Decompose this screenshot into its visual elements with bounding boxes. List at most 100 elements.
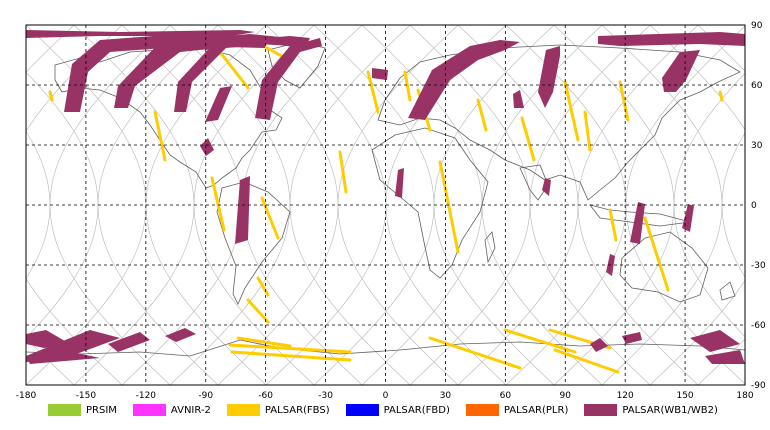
legend-item: PALSAR(FBS)	[226, 404, 330, 416]
coast-south-america	[216, 181, 291, 305]
x-tick-label: 150	[676, 391, 693, 401]
fbs-swath	[503, 328, 577, 354]
coast-eurasia	[377, 44, 741, 201]
wb-swath	[542, 178, 551, 196]
fbs-swath	[563, 80, 580, 142]
fbs-swath	[256, 276, 270, 297]
wb-swath	[114, 34, 292, 108]
legend-swatch	[465, 404, 499, 416]
legend-item: PRSIM	[48, 404, 117, 416]
y-tick-label: -90	[751, 381, 766, 391]
legend-swatch	[48, 404, 81, 416]
wb-swath	[165, 328, 196, 342]
x-tick-label: -150	[76, 391, 97, 401]
fbs-swath	[230, 350, 352, 362]
coastlines	[25, 41, 746, 357]
legend-label: PRSIM	[86, 404, 117, 416]
x-tick-label: -90	[198, 391, 213, 401]
fbs-swath	[643, 216, 670, 292]
legend-label: PALSAR(FBS)	[264, 404, 330, 416]
wb-swath	[205, 86, 232, 122]
fbs-swath	[438, 160, 460, 254]
wb-swath	[200, 138, 214, 156]
fbs-swath	[228, 343, 352, 354]
legend-swatch	[226, 404, 260, 416]
fbs-swath	[218, 50, 250, 90]
legend-item: PALSAR(PLR)	[465, 404, 569, 416]
coast-madagascar	[484, 231, 496, 264]
fbs-swath	[153, 110, 167, 162]
legend-item: PALSAR(WB1/WB2)	[584, 404, 718, 416]
fbs-swath	[553, 348, 620, 374]
fbs-swath	[48, 90, 54, 102]
wb-swath	[705, 350, 745, 364]
coast-india	[519, 164, 549, 201]
y-tick-label: -60	[751, 321, 766, 331]
fbs-swath	[618, 80, 630, 122]
legend-label: PALSAR(PLR)	[503, 404, 569, 416]
fbs-swaths	[48, 43, 724, 374]
wb-swath	[395, 168, 404, 198]
wb-swath	[408, 40, 520, 120]
x-tick-label: -30	[318, 391, 333, 401]
y-tick-label: 30	[751, 141, 763, 151]
wb-swath	[538, 46, 560, 108]
x-tick-label: 0	[383, 391, 389, 401]
fbs-swath	[260, 43, 287, 60]
wb-swath	[372, 68, 388, 80]
fbs-swath	[338, 150, 348, 194]
wb-swath	[26, 352, 100, 364]
longitude-tick-labels: -180 -150 -120 -90 -60 -30 0 30 60 90 120 150 180	[16, 391, 754, 401]
fbs-swath	[236, 336, 292, 348]
legend-item: PALSAR(FBD)	[345, 404, 450, 416]
wb-swaths	[26, 30, 745, 364]
legend-swatch	[132, 404, 166, 416]
fbs-swath	[366, 70, 380, 114]
x-tick-label: 60	[500, 391, 512, 401]
wb-swath	[235, 176, 250, 244]
wb-swath	[690, 330, 740, 352]
y-tick-label: 0	[751, 201, 757, 211]
coast-australia	[619, 231, 709, 303]
orbit-track	[746, 25, 770, 385]
orbit-track	[0, 25, 2, 385]
coast-antarctica	[25, 339, 746, 357]
legend-item: AVNIR-2	[132, 404, 211, 416]
fbs-swath	[583, 110, 592, 152]
map-axes: -180 -150 -120 -90 -60 -30 0 30 60 90 120 150 180 90…	[16, 21, 766, 401]
latitude-tick-labels: 90 60 30 0 -30 -60 -90	[751, 21, 766, 391]
orbit-track	[26, 25, 27, 385]
fbs-swath	[476, 98, 488, 132]
x-tick-label: 90	[560, 391, 572, 401]
y-tick-label: 90	[751, 21, 763, 31]
x-tick-label: -60	[258, 391, 273, 401]
coast-new-zealand	[719, 281, 736, 301]
fbs-swath	[520, 116, 536, 162]
fbs-swath	[246, 298, 270, 324]
legend-swatch	[584, 404, 618, 416]
legend-label: PALSAR(FBD)	[383, 404, 450, 416]
legend-label: AVNIR-2	[170, 404, 211, 416]
x-tick-label: 120	[617, 391, 634, 401]
x-tick-label: -120	[136, 391, 157, 401]
x-tick-label: 30	[440, 391, 452, 401]
fbs-swath	[608, 208, 618, 242]
x-tick-label: 180	[736, 391, 753, 401]
wb-swath	[598, 32, 745, 46]
y-tick-label: 60	[751, 81, 763, 91]
wb-swath	[662, 50, 700, 92]
wb-swath	[174, 36, 310, 112]
x-tick-label: -180	[16, 391, 37, 401]
wb-swath	[630, 202, 645, 244]
legend-label: PALSAR(WB1/WB2)	[622, 404, 718, 416]
legend-swatch	[345, 404, 379, 416]
fbs-swath	[718, 90, 724, 102]
wb-swath	[590, 338, 608, 352]
orbit-track	[649, 25, 745, 385]
legend: PRSIM AVNIR-2 PALSAR(FBS) PALSAR(FBD) PALSAR…	[48, 402, 734, 418]
wb-swath	[622, 332, 642, 344]
wb-swath	[513, 90, 524, 108]
fbs-swath	[210, 176, 226, 232]
wb-swath	[108, 332, 150, 352]
